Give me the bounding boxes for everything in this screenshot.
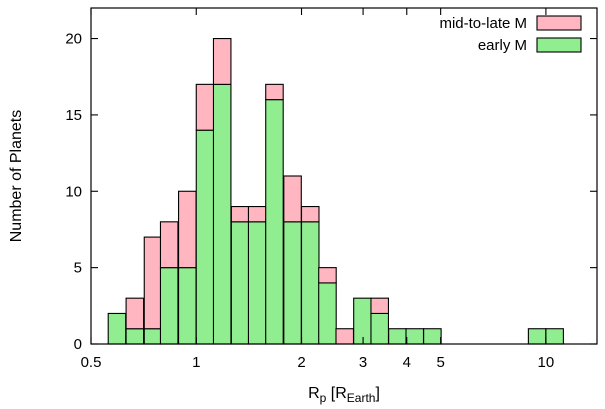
bar-mid-to-late-m	[143, 236, 163, 330]
y-tick-label: 0	[74, 336, 82, 353]
bar-early-m	[212, 83, 232, 345]
bar-mid-to-late-m	[265, 83, 284, 101]
ticks-layer: 0 5 10 15 20 0.5 1 2 3 4 5 10	[65, 8, 597, 371]
x-tick-label: 5	[436, 354, 444, 371]
bar-early-m	[405, 328, 425, 345]
x-tick-label: 1	[192, 354, 200, 371]
bar-mid-to-late-m	[318, 267, 337, 284]
y-tick-label: 20	[65, 31, 82, 48]
legend-label: early M	[478, 37, 527, 54]
x-tick-label: 4	[403, 354, 411, 371]
x-axis-label-main: R	[308, 385, 320, 402]
x-tick-label: 0.5	[81, 354, 102, 371]
bar-early-m	[318, 282, 337, 345]
bar-early-m	[353, 297, 372, 345]
x-axis-label-bracket-open: [R	[326, 385, 346, 402]
bar-early-m	[230, 221, 250, 345]
bar-mid-to-late-m	[300, 206, 320, 223]
bar-early-m	[283, 221, 302, 345]
legend-swatch	[536, 37, 582, 53]
bars-layer	[107, 37, 564, 345]
bar-early-m	[545, 328, 564, 345]
bar-early-m	[178, 267, 197, 345]
legend-label: mid-to-late M	[439, 15, 527, 32]
bar-mid-to-late-m	[247, 206, 267, 223]
bar-mid-to-late-m	[370, 297, 390, 314]
y-axis-label: Number of Planets	[8, 110, 25, 243]
bar-mid-to-late-m	[283, 175, 302, 223]
bar-early-m	[370, 312, 390, 345]
x-tick-label: 3	[359, 354, 367, 371]
bar-early-m	[247, 221, 267, 345]
bar-early-m	[423, 328, 442, 345]
bar-mid-to-late-m	[230, 206, 250, 223]
y-tick-label: 15	[65, 107, 82, 124]
y-tick-label: 10	[65, 183, 82, 200]
bar-early-m	[125, 328, 145, 345]
plot-frame	[90, 7, 598, 345]
bar-early-m	[159, 267, 179, 345]
legend-swatch	[536, 15, 582, 31]
x-axis-label-bracket-sub: Earth	[347, 391, 376, 405]
bar-early-m	[300, 221, 320, 345]
x-tick-label: 10	[538, 354, 555, 371]
y-tick-label: 5	[74, 260, 82, 277]
bar-early-m	[195, 129, 215, 345]
bar-early-m	[265, 99, 284, 345]
bar-early-m	[527, 328, 547, 345]
bar-mid-to-late-m	[159, 221, 179, 269]
bar-mid-to-late-m	[335, 328, 355, 345]
x-axis-label: Rp [REarth]	[308, 385, 380, 405]
bar-early-m	[143, 328, 163, 345]
x-axis-label-bracket-close: ]	[375, 385, 379, 402]
x-tick-label: 2	[297, 354, 305, 371]
bar-mid-to-late-m	[178, 190, 197, 269]
x-axis-label-sub: p	[320, 391, 327, 405]
legend: mid-to-late M early M	[439, 15, 582, 54]
bar-mid-to-late-m	[212, 37, 232, 85]
bar-early-m	[388, 328, 407, 345]
bar-mid-to-late-m	[195, 83, 215, 131]
bar-mid-to-late-m	[125, 297, 145, 330]
bar-early-m	[107, 312, 127, 345]
